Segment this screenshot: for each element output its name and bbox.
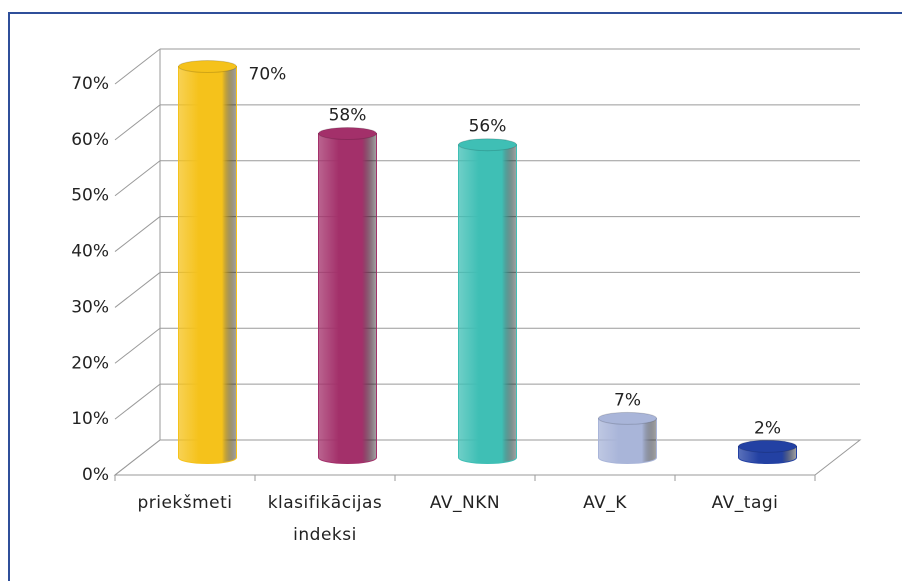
bar [598,417,657,464]
y-tick [114,48,161,85]
y-tick-label: 50% [71,186,109,206]
bar-top [178,60,237,73]
value-label: 58% [329,106,367,126]
bar [178,66,237,464]
value-label: 70% [249,65,287,85]
y-tick [114,383,161,420]
y-tick-label: 10% [71,409,109,429]
bar [318,133,377,464]
y-tick [114,327,161,364]
value-label: 56% [469,117,507,137]
y-tick [114,104,161,141]
y-tick-label: 30% [71,297,109,317]
y-tick [114,272,161,308]
bar-top [738,439,797,453]
value-label: 7% [614,390,641,410]
y-tick-label: 40% [71,242,109,262]
x-tick-label: priekšmeti [137,493,232,513]
bar [458,144,517,464]
x-tick-label: AV_K [583,493,627,513]
x-tick-label: AV_NKN [430,493,500,513]
x-tick-label: AV_tagi [712,493,779,513]
y-tick-label: 70% [71,74,109,94]
y-tick [114,439,161,476]
y-tick [114,160,161,197]
x-tick-label: klasifikācijas indeksi [268,493,383,545]
y-tick-label: 60% [71,130,109,150]
bar-top [598,411,657,425]
y-tick-label: 0% [82,465,109,485]
bar-top [318,127,377,141]
value-label: 2% [754,418,781,438]
y-tick [114,216,161,252]
bar-top [458,138,517,152]
y-tick-label: 20% [71,353,109,373]
